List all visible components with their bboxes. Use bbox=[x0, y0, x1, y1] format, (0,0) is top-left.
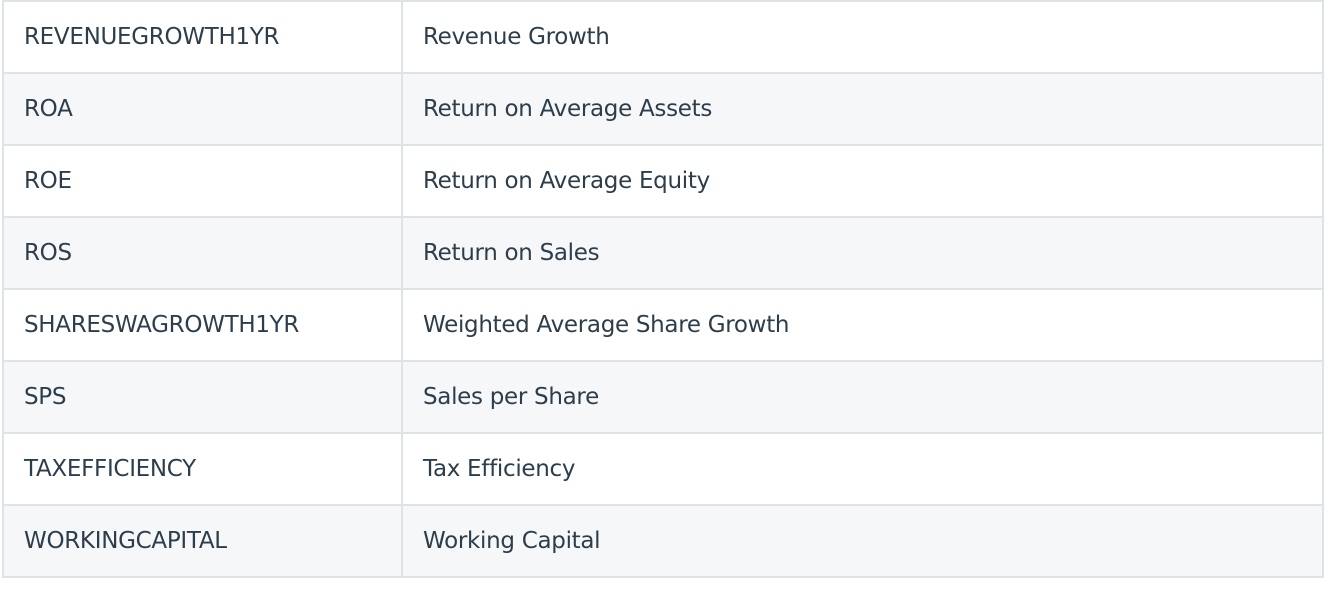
table-row: SPS Sales per Share bbox=[2, 360, 1324, 434]
metric-code-cell: SHARESWAGROWTH1YR bbox=[2, 288, 403, 362]
metric-code-cell: REVENUEGROWTH1YR bbox=[2, 0, 403, 74]
metric-description-cell: Revenue Growth bbox=[401, 0, 1324, 74]
metric-code-cell: ROE bbox=[2, 144, 403, 218]
table-row: ROA Return on Average Assets bbox=[2, 72, 1324, 146]
table-row: ROS Return on Sales bbox=[2, 216, 1324, 290]
metric-description-cell: Return on Average Assets bbox=[401, 72, 1324, 146]
table-row: TAXEFFICIENCY Tax Efficiency bbox=[2, 432, 1324, 506]
table-row: REVENUEGROWTH1YR Revenue Growth bbox=[2, 0, 1324, 74]
metric-code-cell: ROA bbox=[2, 72, 403, 146]
metric-code-cell: ROS bbox=[2, 216, 403, 290]
table-row: SHARESWAGROWTH1YR Weighted Average Share… bbox=[2, 288, 1324, 362]
metric-description-cell: Weighted Average Share Growth bbox=[401, 288, 1324, 362]
metric-code-cell: WORKINGCAPITAL bbox=[2, 504, 403, 578]
metric-description-cell: Return on Sales bbox=[401, 216, 1324, 290]
metric-description-cell: Working Capital bbox=[401, 504, 1324, 578]
metric-description-cell: Return on Average Equity bbox=[401, 144, 1324, 218]
table-row: ROE Return on Average Equity bbox=[2, 144, 1324, 218]
table-row: WORKINGCAPITAL Working Capital bbox=[2, 504, 1324, 578]
metrics-table: REVENUEGROWTH1YR Revenue Growth ROA Retu… bbox=[2, 0, 1324, 578]
metrics-table-container: REVENUEGROWTH1YR Revenue Growth ROA Retu… bbox=[2, 0, 1324, 578]
metric-description-cell: Sales per Share bbox=[401, 360, 1324, 434]
metric-code-cell: TAXEFFICIENCY bbox=[2, 432, 403, 506]
metric-code-cell: SPS bbox=[2, 360, 403, 434]
metric-description-cell: Tax Efficiency bbox=[401, 432, 1324, 506]
